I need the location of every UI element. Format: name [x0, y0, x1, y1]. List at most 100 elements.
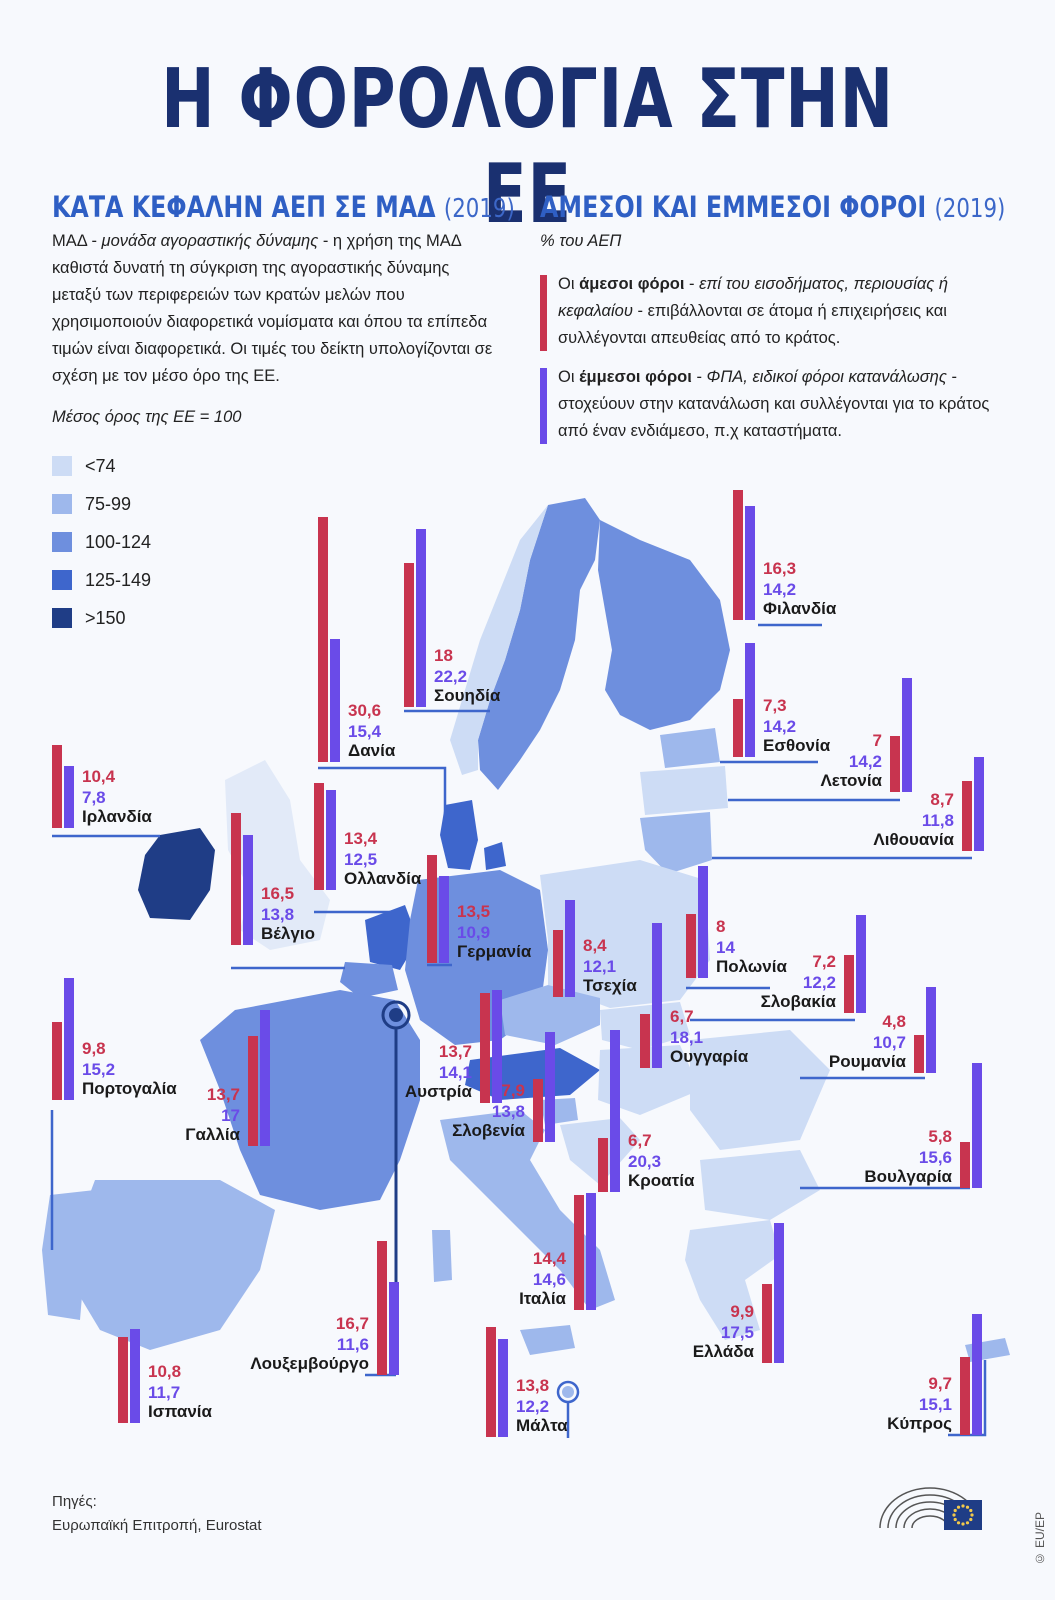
value-indirect: 12,2 [802, 973, 836, 992]
bar-indirect [972, 1063, 982, 1188]
bar-indirect [902, 678, 912, 792]
indirect-tax-note: Οι έμμεσοι φόροι - ΦΠΑ, ειδικοί φόροι κα… [540, 364, 990, 445]
bar-direct [118, 1336, 128, 1423]
direct-tax-text: Οι άμεσοι φόροι - επί του εισοδήματος, π… [558, 275, 949, 347]
bar-indirect [565, 900, 575, 997]
country-label: Μάλτα [516, 1416, 568, 1435]
country-label: Ισπανία [148, 1402, 212, 1421]
country-label: Ιρλανδία [82, 807, 152, 826]
country-label: Κροατία [628, 1171, 695, 1190]
eu-star [961, 1522, 965, 1526]
tax-heading-year: (2019) [934, 194, 1006, 224]
value-indirect: 14 [716, 938, 735, 957]
bar-indirect [745, 643, 755, 757]
country-label: Πορτογαλία [82, 1079, 177, 1098]
value-direct: 18 [434, 646, 453, 665]
indirect-lead: Οι [558, 368, 575, 386]
leader-line [318, 766, 447, 830]
legend-item: >150 [52, 599, 502, 637]
sources-label: Πηγές: [52, 1493, 97, 1510]
bar-direct [762, 1283, 772, 1363]
country-label: Σουηδία [434, 686, 501, 705]
country-label: Βέλγιο [261, 924, 315, 943]
direct-tax-note: Οι άμεσοι φόροι - επί του εισοδήματος, π… [540, 271, 990, 352]
country-label: Ολλανδία [344, 869, 422, 888]
bar-direct [733, 489, 743, 620]
region-netherlands [365, 905, 418, 970]
indirect-tax-marker [540, 368, 547, 444]
country-label: Λετονία [820, 771, 882, 790]
legend-label: 100-124 [85, 531, 152, 552]
value-indirect: 11,6 [336, 1335, 369, 1354]
value-direct: 9,9 [730, 1302, 754, 1321]
gdp-heading-year: (2019) [443, 194, 515, 224]
bar-indirect [439, 875, 449, 963]
value-direct: 9,8 [82, 1039, 106, 1058]
bar-indirect [974, 756, 984, 851]
gdp-legend: <74 75-99 100-124 125-149 >150 [52, 447, 502, 637]
direct-lead: Οι [558, 275, 575, 293]
country-label: Λουξεμβούργο [250, 1354, 369, 1373]
region-portugal [42, 1190, 95, 1320]
value-indirect: 20,3 [628, 1152, 662, 1171]
value-indirect: 22,2 [434, 667, 468, 686]
value-indirect: 14,1 [438, 1063, 472, 1082]
value-indirect: 12,1 [583, 957, 617, 976]
region-ireland [138, 828, 215, 920]
region-italy [440, 1110, 615, 1310]
bar-direct [962, 781, 972, 851]
gdp-description: ΜΑΔ - μονάδα αγοραστικής δύναμης - η χρή… [52, 232, 493, 385]
value-indirect: 15,2 [82, 1060, 116, 1079]
copyright: © EU/EP [1033, 1512, 1047, 1566]
region-luxembourg [389, 1008, 403, 1022]
country-label: Κύπρος [887, 1414, 952, 1433]
legend-item: <74 [52, 447, 502, 485]
country-label: Σλοβακία [760, 992, 836, 1011]
bar-direct [598, 1138, 608, 1192]
value-direct: 13,4 [344, 829, 378, 848]
country-label: Ουγγαρία [670, 1047, 749, 1066]
value-direct: 16,5 [261, 884, 295, 903]
indirect-tax-text: Οι έμμεσοι φόροι - ΦΠΑ, ειδικοί φόροι κα… [558, 368, 990, 440]
bar-direct [318, 517, 328, 762]
legend-item: 125-149 [52, 561, 502, 599]
eu-star [956, 1521, 961, 1525]
region-estonia [660, 728, 720, 768]
bar-indirect [774, 1223, 784, 1363]
value-indirect: 7,8 [82, 788, 106, 807]
gdp-section: ΚΑΤΑ ΚΕΦΑΛΗΝ ΑΕΠ ΣΕ ΜΑΔ (2019) ΜΑΔ - μον… [52, 190, 515, 637]
country-label: Φιλανδία [763, 599, 837, 618]
legend-swatch [52, 456, 72, 476]
bar-direct [231, 813, 241, 945]
tax-section-heading: ΑΜΕΣΟΙ ΚΑΙ ΕΜΜΕΣΟΙ ΦΟΡΟΙ (2019) [540, 190, 1005, 224]
ppp-term: ΜΑΔ [52, 232, 87, 250]
eu-star [952, 1513, 956, 1517]
country-label: Ρουμανία [828, 1052, 906, 1071]
sources: Πηγές: Ευρωπαϊκή Επιτροπή, Eurostat [52, 1490, 262, 1538]
value-direct: 7 [872, 731, 882, 750]
bar-indirect [416, 529, 426, 707]
bar-direct [427, 855, 437, 963]
gdp-section-heading: ΚΑΤΑ ΚΕΦΑΛΗΝ ΑΕΠ ΣΕ ΜΑΔ (2019) [52, 190, 515, 224]
direct-examples: επί του εισοδήματος, περιουσίας ή κεφαλα… [558, 275, 949, 320]
value-indirect: 10,7 [872, 1033, 906, 1052]
region-belgium [340, 962, 398, 998]
bar-indirect [610, 1029, 620, 1192]
bar-indirect [972, 1314, 982, 1435]
eu-average-note: Μέσος όρος της ΕΕ = 100 [52, 408, 242, 426]
value-indirect: 14,6 [532, 1270, 566, 1289]
bar-direct [52, 1021, 62, 1100]
eu-star [969, 1508, 973, 1513]
value-indirect: 10,9 [457, 923, 491, 942]
legend-swatch [52, 608, 72, 628]
country-label: Αυστρία [404, 1082, 472, 1101]
bar-direct [377, 1241, 387, 1375]
region-latvia [640, 766, 728, 815]
region-lithuania [640, 812, 712, 874]
value-indirect: 11,7 [148, 1383, 181, 1402]
bar-indirect [586, 1193, 596, 1310]
value-indirect: 11,8 [921, 811, 954, 830]
bar-direct [890, 736, 900, 792]
value-indirect: 12,5 [344, 850, 378, 869]
gdp-heading-text: ΚΑΤΑ ΚΕΦΑΛΗΝ ΑΕΠ ΣΕ ΜΑΔ [52, 190, 436, 224]
